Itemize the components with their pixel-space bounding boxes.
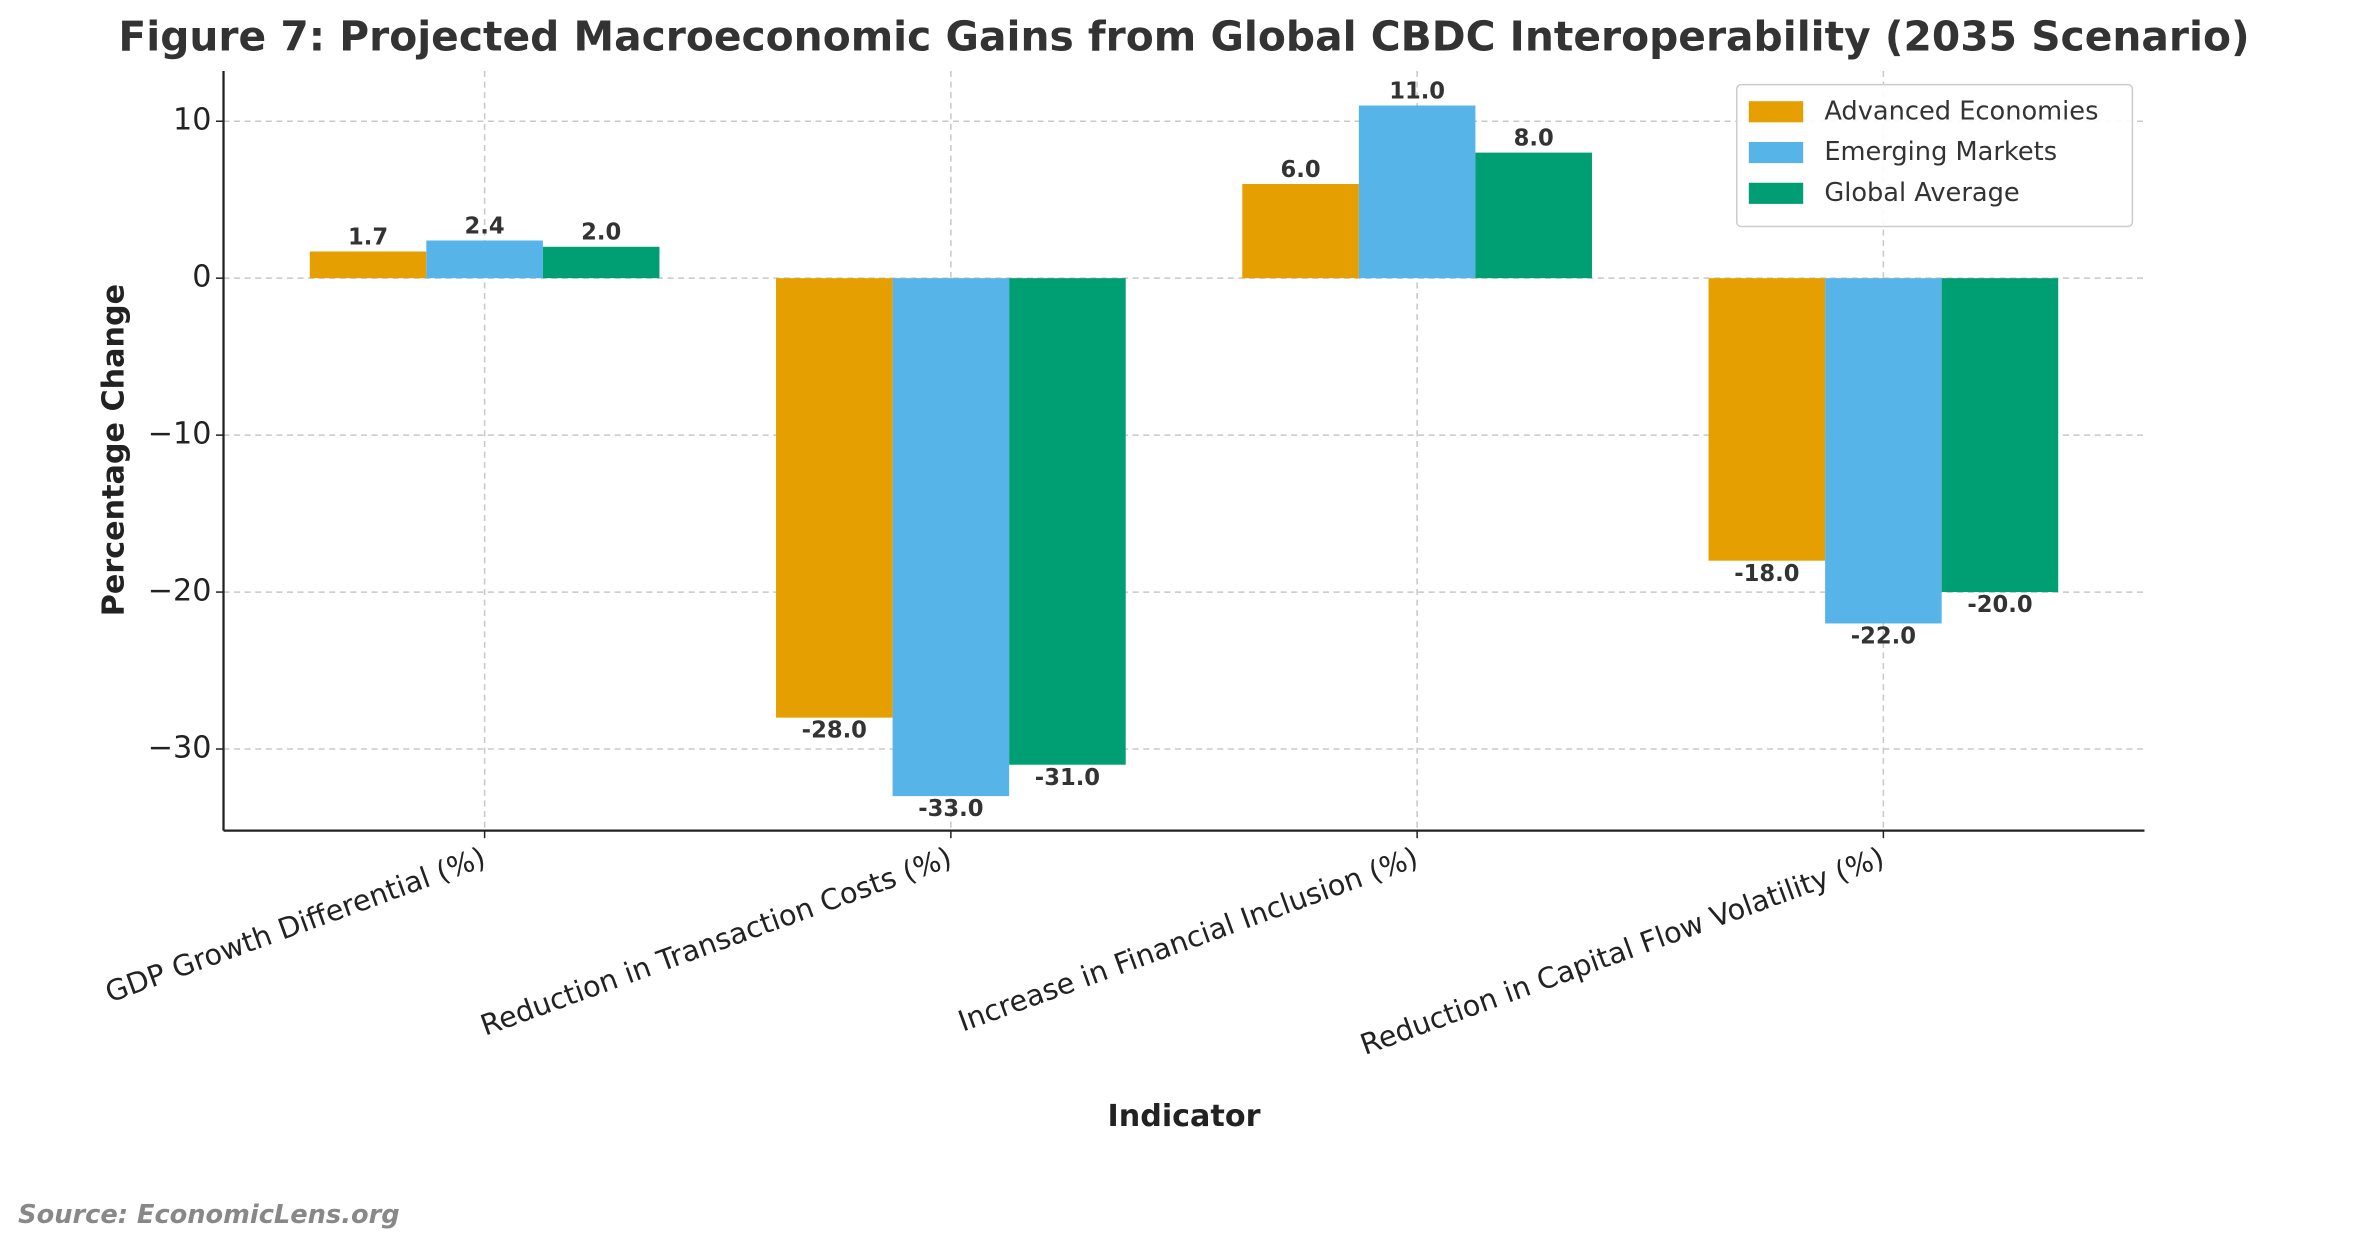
- y-tick-label: −10: [148, 417, 212, 452]
- legend-swatch: [1748, 182, 1804, 204]
- value-label: 8.0: [1514, 126, 1554, 152]
- bar: [1009, 278, 1126, 765]
- value-label: -18.0: [1734, 561, 1799, 587]
- bar: [892, 278, 1010, 797]
- bar: [1708, 278, 1826, 561]
- value-label: 2.4: [465, 213, 505, 239]
- bar: [1358, 105, 1476, 279]
- x-axis-label: Indicator: [1107, 1099, 1260, 1134]
- value-label: 2.0: [581, 220, 621, 246]
- bar: [309, 251, 427, 279]
- chart-title: Figure 7: Projected Macroeconomic Gains …: [118, 12, 2249, 60]
- value-label: 6.0: [1281, 157, 1321, 183]
- x-tick-label: Reduction in Capital Flow Volatility (%): [1356, 840, 1889, 1062]
- value-label: -28.0: [802, 718, 867, 744]
- x-tick-label: Increase in Financial Inclusion (%): [953, 840, 1422, 1038]
- source-note: Source: EconomicLens.org: [18, 1200, 400, 1230]
- y-tick-label: 0: [192, 260, 211, 295]
- bar: [1825, 278, 1942, 624]
- legend-label: Advanced Economies: [1824, 96, 2098, 126]
- value-label: -20.0: [1967, 592, 2032, 618]
- legend-box: [1735, 83, 2134, 228]
- x-tick-label: GDP Growth Differential (%): [101, 840, 490, 1009]
- x-tick-label: Reduction in Transaction Costs (%): [476, 840, 956, 1042]
- bar: [542, 246, 660, 279]
- legend-swatch: [1748, 101, 1804, 123]
- legend-swatch: [1748, 141, 1804, 164]
- y-tick-label: −30: [148, 731, 212, 766]
- legend-label: Emerging Markets: [1824, 137, 2057, 167]
- bar: [426, 240, 543, 279]
- y-tick-label: 10: [173, 103, 211, 138]
- value-label: -33.0: [918, 796, 983, 822]
- y-axis-label: Percentage Change: [96, 284, 131, 616]
- value-label: -22.0: [1851, 624, 1916, 650]
- bar: [1941, 278, 2059, 593]
- value-label: -31.0: [1035, 765, 1100, 791]
- y-tick-label: −20: [148, 574, 212, 609]
- bar: [1475, 152, 1592, 279]
- bar: [776, 278, 893, 718]
- bar: [1242, 184, 1359, 279]
- value-label: 1.7: [348, 224, 388, 250]
- value-label: 11.0: [1389, 78, 1445, 104]
- legend-label: Global Average: [1824, 178, 2019, 208]
